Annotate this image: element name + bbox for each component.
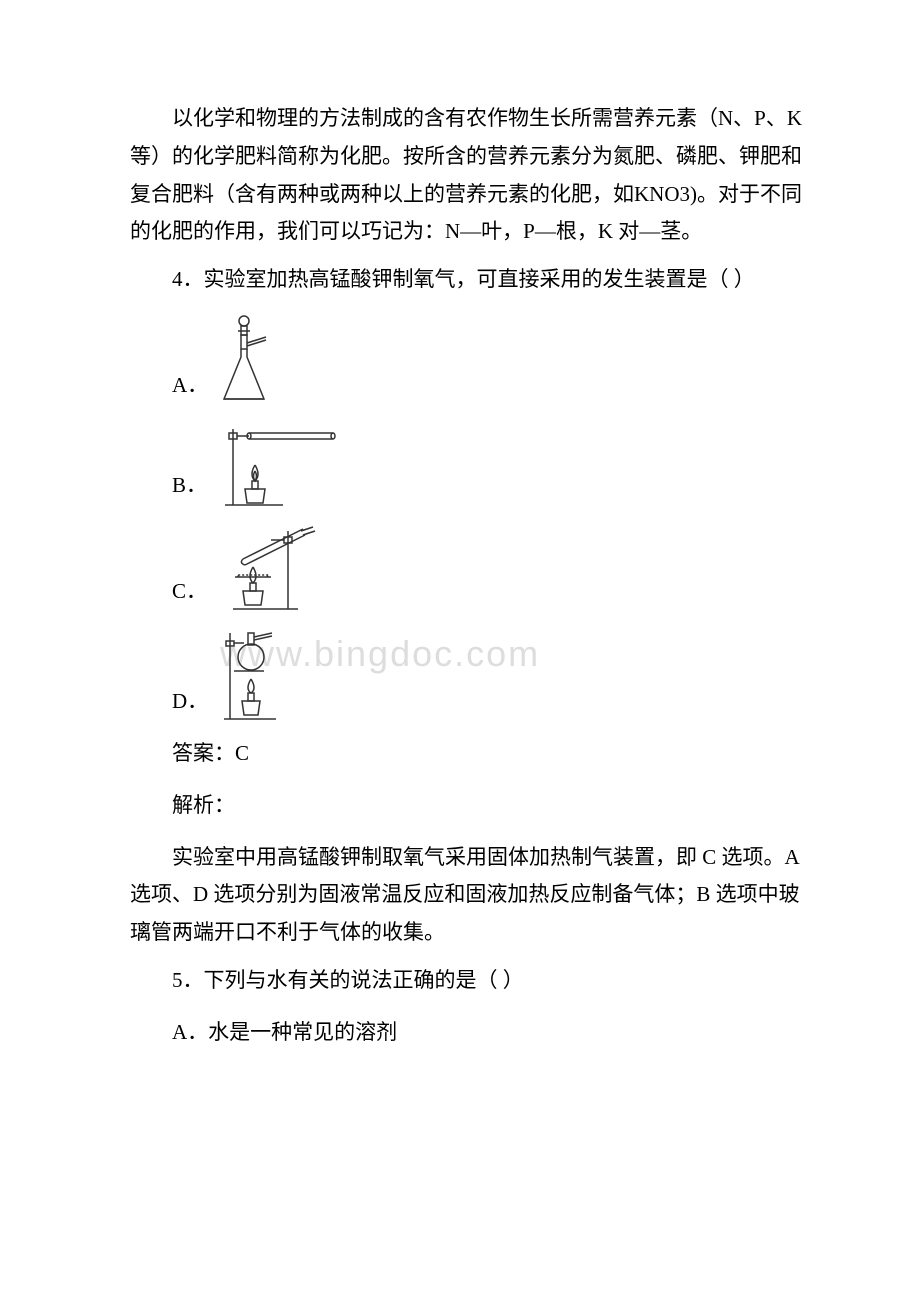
option-c-row: C． [130,519,810,615]
option-d-row: D． [130,625,810,725]
q4-analysis-text: 实验室中用高锰酸钾制取氧气采用固体加热制气装置，即 C 选项。A 选项、D 选项… [130,839,810,952]
diagram-c-testtube-burner [213,519,323,615]
q4-answer: 答案：C [130,735,810,773]
document-content: 以化学和物理的方法制成的含有农作物生长所需营养元素（N、P、K 等）的化学肥料简… [130,100,810,1052]
q5-option-a: A．水是一种常见的溶剂 [130,1014,810,1052]
option-b-label: B． [172,467,207,509]
option-d-label: D． [172,683,208,725]
intro-paragraph: 以化学和物理的方法制成的含有农作物生长所需营养元素（N、P、K 等）的化学肥料简… [130,100,810,251]
q4-analysis-label: 解析： [130,787,810,825]
option-c-label: C． [172,573,207,615]
option-a-row: A． [130,313,810,409]
question-4-stem: 4．实验室加热高锰酸钾制氧气，可直接采用的发生装置是（ ） [130,261,810,299]
diagram-b-tube-burner [213,419,343,509]
question-5-stem: 5．下列与水有关的说法正确的是（ ） [130,962,810,1000]
diagram-d-roundflask-burner [214,625,299,725]
option-a-label: A． [172,367,208,409]
option-b-row: B． [130,419,810,509]
diagram-a-flask [214,313,280,409]
